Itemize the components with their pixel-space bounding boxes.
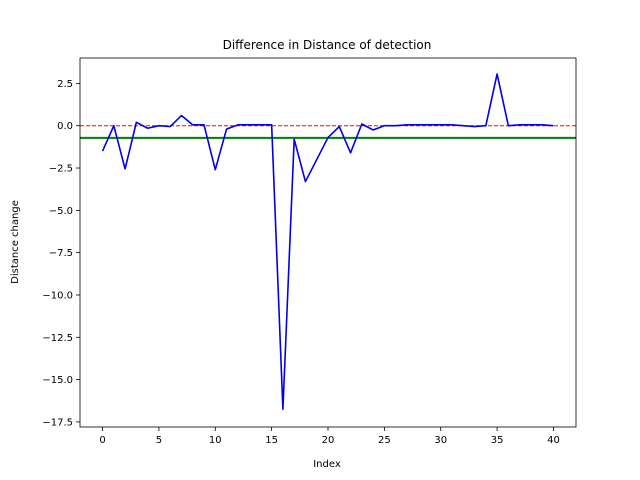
y-tick-label: −5.0 bbox=[49, 206, 73, 217]
y-tick-label: −2.5 bbox=[49, 164, 73, 175]
y-axis: 2.5 0.0 −2.5 −5.0 −7.5 −10.0 −12.5 −15.0 −17.5 bbox=[42, 79, 80, 428]
x-tick-label: 20 bbox=[322, 435, 335, 446]
x-tick-label: 30 bbox=[434, 435, 447, 446]
y-tick-label: −17.5 bbox=[42, 417, 73, 428]
x-tick-label: 40 bbox=[547, 435, 560, 446]
plot-frame bbox=[79, 57, 577, 428]
x-tick-label: 15 bbox=[265, 435, 278, 446]
x-tick-label: 35 bbox=[491, 435, 504, 446]
x-axis-label: Index bbox=[313, 459, 341, 470]
x-tick-label: 10 bbox=[209, 435, 222, 446]
x-axis: 0 5 10 15 20 25 30 35 40 bbox=[99, 427, 560, 446]
y-tick-label: −7.5 bbox=[49, 248, 73, 259]
y-axis-label: Distance change bbox=[10, 200, 21, 284]
chart-title: Difference in Distance of detection bbox=[223, 38, 432, 52]
x-tick-label: 5 bbox=[156, 435, 162, 446]
y-tick-label: −15.0 bbox=[42, 375, 73, 386]
y-tick-label: 0.0 bbox=[57, 121, 73, 132]
y-tick-label: 2.5 bbox=[57, 79, 73, 90]
x-tick-label: 25 bbox=[378, 435, 391, 446]
y-tick-label: −10.0 bbox=[42, 290, 73, 301]
series-line-0 bbox=[101, 73, 554, 411]
plot-area bbox=[79, 57, 577, 428]
x-tick-label: 0 bbox=[99, 435, 105, 446]
y-tick-label: −12.5 bbox=[42, 333, 73, 344]
